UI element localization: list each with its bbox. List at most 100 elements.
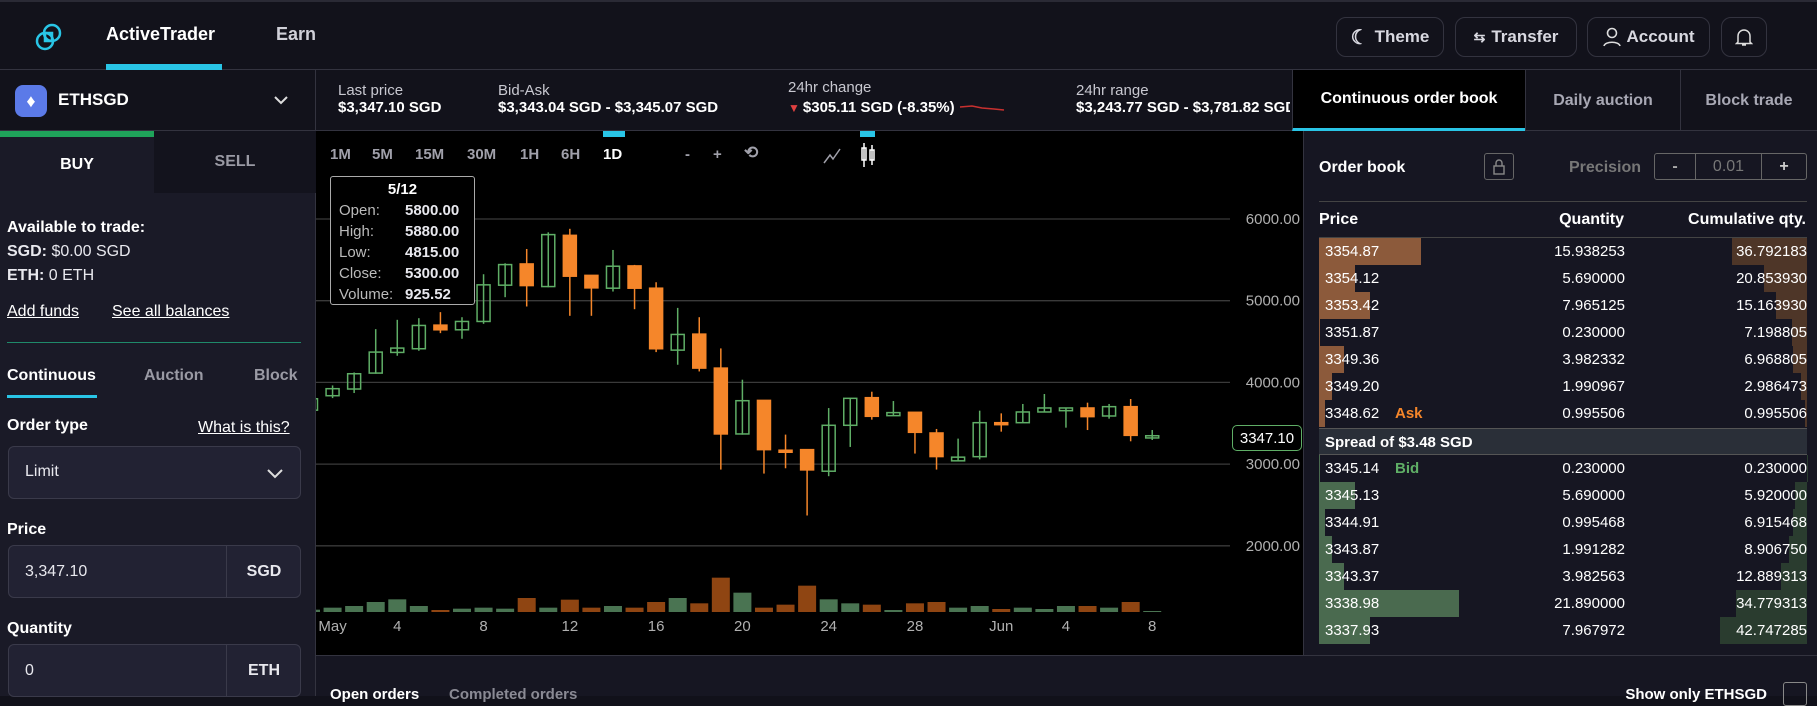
candle-body [865,398,878,417]
precision-increase-button[interactable]: + [1762,154,1806,179]
order-type-label: Order type [7,417,88,435]
stat-value: $3,347.10 SGD [338,99,441,116]
volume-bar [755,608,773,612]
candle-body [1081,408,1094,417]
nav-activetrader[interactable]: ActiveTrader [106,24,215,45]
row-quantity: 5.690000 [1562,270,1625,287]
row-price: 3349.20 [1325,378,1379,395]
see-all-balances-link[interactable]: See all balances [112,303,229,321]
quantity-label: Quantity [7,620,72,638]
what-is-this-link[interactable]: What is this? [198,419,290,437]
eth-label: ETH: [7,267,44,284]
stat-label: 24hr range [1076,82,1290,99]
x-tick-label: 16 [648,618,665,635]
tooltip-label: Open: [339,200,405,221]
mode-tab-block[interactable]: Block [254,367,298,385]
row-cumulative: 6.915468 [1744,514,1807,531]
depth-bar [1319,319,1320,346]
account-button[interactable]: Account [1587,17,1710,57]
quantity-input[interactable]: 0 ETH [8,644,301,697]
column-price: Price [1319,211,1358,229]
order-type-value: Limit [25,463,59,481]
volume-bar [669,598,687,612]
x-tick-label: 24 [820,618,837,635]
theme-button[interactable]: ☾Theme [1336,17,1444,57]
row-price: 3338.98 [1325,595,1379,612]
volume-bar [518,598,536,612]
tooltip-label: High: [339,221,405,242]
row-cumulative: 8.906750 [1744,541,1807,558]
volume-bar [367,602,385,612]
tab-block-trade[interactable]: Block trade [1680,70,1817,131]
volume-bar [453,609,471,612]
stat-value: $3,343.04 SGD - $3,345.07 SGD [498,99,718,116]
x-tick-label: 4 [393,618,401,635]
transfer-button[interactable]: ⇆Transfer [1455,17,1577,57]
tab-open-orders[interactable]: Open orders [330,686,419,703]
buy-tab[interactable]: BUY [0,131,154,193]
tab-daily-auction[interactable]: Daily auction [1525,70,1680,131]
row-cumulative: 34.779313 [1736,595,1807,612]
row-price: 3349.36 [1325,351,1379,368]
candle-body [757,400,770,449]
volume-bar [1057,606,1075,612]
notifications-button[interactable] [1721,17,1767,57]
row-cumulative: 7.198805 [1744,324,1807,341]
row-quantity: 0.230000 [1562,460,1625,477]
candle-body [779,450,792,452]
tooltip-label: Close: [339,263,405,284]
candle-body [628,266,641,288]
row-quantity: 7.965125 [1562,297,1625,314]
mode-tab-continuous[interactable]: Continuous [7,367,96,385]
row-quantity: 1.991282 [1562,541,1625,558]
volume-bar [604,606,622,612]
volume-bar [733,593,751,612]
logo-icon[interactable] [34,22,64,52]
mode-tab-auction[interactable]: Auction [144,367,204,385]
row-price: 3345.14 [1325,460,1379,477]
x-tick-label: 20 [734,618,751,635]
row-quantity: 3.982563 [1562,568,1625,585]
order-type-select[interactable]: Limit [8,446,301,499]
show-only-checkbox[interactable] [1783,682,1807,706]
tab-continuous-order-book[interactable]: Continuous order book [1292,70,1525,131]
price-input[interactable]: 3,347.10 SGD [8,545,301,598]
nav-earn[interactable]: Earn [276,24,316,45]
pair-selector[interactable]: ♦ ETHSGD [0,70,316,131]
candle-body [585,275,598,288]
sell-tab[interactable]: SELL [154,131,316,193]
volume-bar [316,610,320,612]
volume-bar [561,600,579,612]
row-quantity: 0.230000 [1562,324,1625,341]
row-price: 3345.13 [1325,487,1379,504]
tooltip-label: Low: [339,242,405,263]
lock-button[interactable] [1484,153,1514,180]
precision-decrease-button[interactable]: - [1655,154,1696,179]
x-tick-label: 4 [1062,618,1070,635]
y-tick-label: 5000.00 [1246,293,1300,310]
row-quantity: 5.690000 [1562,487,1625,504]
stat-label: Bid-Ask [498,82,718,99]
sgd-balance: $0.00 SGD [51,243,130,260]
row-price: 3348.62 [1325,405,1379,422]
tab-completed-orders[interactable]: Completed orders [449,686,577,703]
precision-label: Precision [1569,159,1641,177]
add-funds-link[interactable]: Add funds [7,303,79,321]
candle-body [908,412,921,432]
row-price: 3354.87 [1325,243,1379,260]
